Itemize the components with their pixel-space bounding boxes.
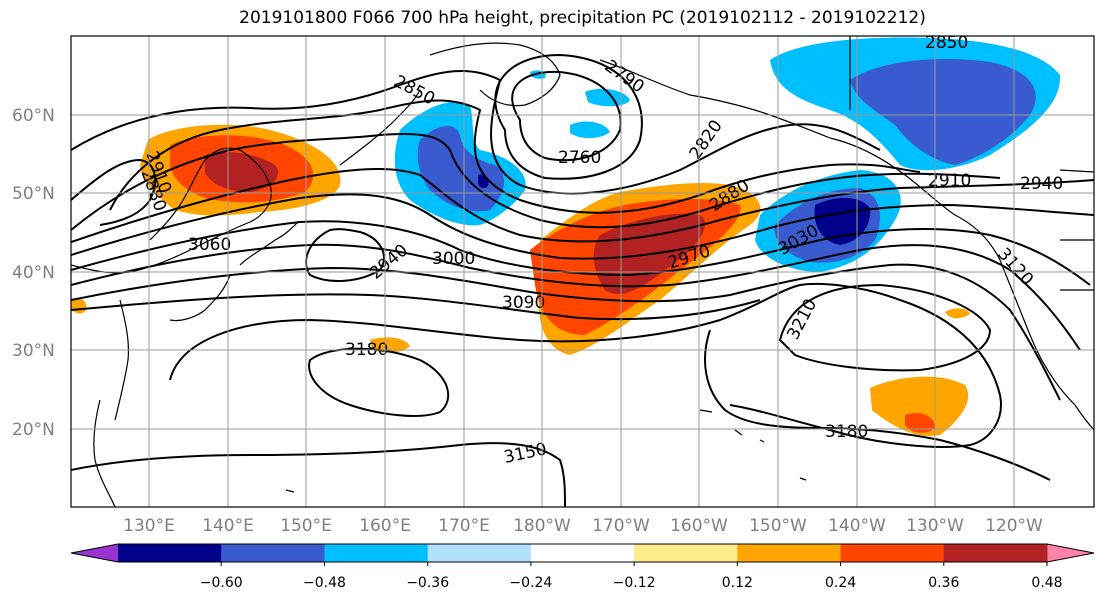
lon-label: 140°E [202, 516, 254, 536]
lon-label: 160°E [359, 516, 411, 536]
colorbar-segment [634, 544, 738, 562]
lon-label: 180°W [513, 516, 571, 536]
colorbar-segment [324, 544, 429, 562]
colorbar-tick-label: 0.48 [1031, 575, 1062, 591]
longitude-labels: 130°E 140°E 150°E 160°E 170°E 180°W 170°… [123, 516, 1043, 536]
contour-label: 2910 [928, 171, 971, 191]
contour-label: 3180 [825, 422, 868, 442]
lat-label: 50°N [12, 184, 55, 204]
lat-label: 20°N [12, 420, 55, 440]
colorbar-outline [70, 543, 1095, 563]
height-contours [71, 53, 1094, 507]
latitude-labels: 60°N 50°N 40°N 30°N 20°N [12, 106, 55, 440]
contour-label: 2850 [925, 33, 968, 53]
lat-label: 30°N [12, 341, 55, 361]
lon-label: 150°W [749, 516, 807, 536]
colorbar-segment [840, 544, 945, 562]
plot-frame [70, 35, 1095, 508]
colorbar-tick-label: −0.36 [406, 575, 449, 591]
contour-label: 2940 [1020, 174, 1063, 194]
lon-label: 150°E [280, 516, 332, 536]
gridlines [71, 36, 1094, 507]
colorbar-segment [737, 544, 842, 562]
lon-label: 130°E [123, 516, 175, 536]
colorbar-tick-label: −0.60 [200, 575, 243, 591]
contour-label: 3060 [188, 235, 231, 255]
lon-label: 140°W [828, 516, 886, 536]
colorbar-tick-label: −0.48 [303, 575, 346, 591]
colorbar-segment [427, 544, 532, 562]
colorbar-extend-max [1047, 544, 1094, 562]
contour-label: 3090 [502, 293, 545, 313]
colorbar-segment [530, 544, 635, 562]
map-title: 2019101800 F066 700 hPa height, precipit… [239, 8, 926, 28]
colorbar-extend-min [71, 544, 118, 562]
lon-label: 120°W [985, 516, 1043, 536]
colorbar-segment [943, 544, 1048, 562]
contour-label: 3000 [432, 249, 475, 269]
colorbar-segment [221, 544, 325, 562]
lon-label: 160°W [670, 516, 728, 536]
lon-label: 130°W [906, 516, 964, 536]
lat-label: 60°N [12, 106, 55, 126]
colorbar-tick-label: −0.24 [509, 575, 552, 591]
colorbar: −0.60 −0.48 −0.36 −0.24 −0.12 0.12 0.24 0.36 0.4… [70, 543, 1095, 591]
colorbar-segment [118, 544, 222, 562]
lon-label: 170°E [438, 516, 490, 536]
colorbar-tick-label: 0.12 [722, 575, 753, 591]
lon-label: 170°W [592, 516, 650, 536]
colorbar-tick-label: 0.36 [928, 575, 959, 591]
colorbar-tick-label: 0.24 [825, 575, 856, 591]
colorbar-tick-label: −0.12 [613, 575, 656, 591]
contour-label: 2760 [558, 148, 601, 168]
lat-label: 40°N [12, 263, 55, 283]
